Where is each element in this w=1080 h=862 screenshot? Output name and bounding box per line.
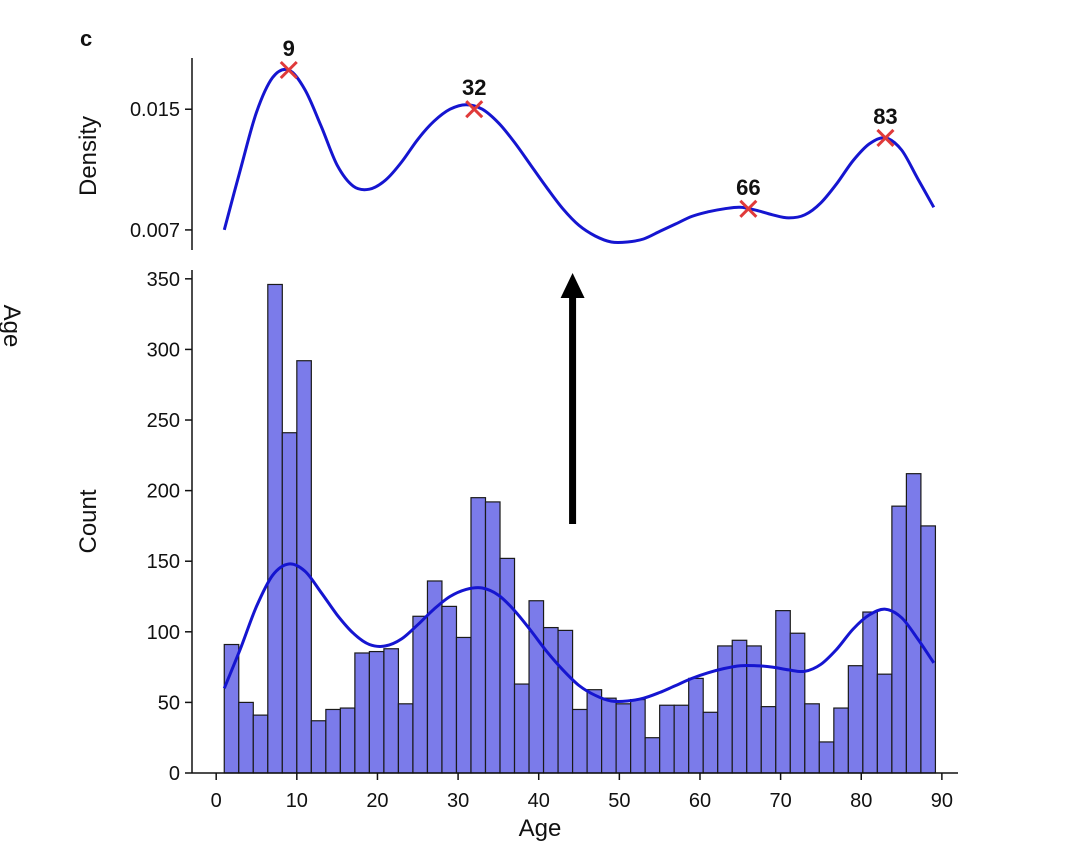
histogram-bar: [513, 683, 530, 774]
density-y-axis-title: Density: [75, 116, 102, 196]
peak-label: 83: [873, 104, 897, 129]
count-y-tick-label: 100: [147, 622, 180, 644]
histogram-bar: [470, 497, 487, 774]
histogram-bar: [717, 645, 733, 774]
peak-marker: [876, 128, 895, 147]
histogram-bar: [499, 557, 516, 774]
age-x-tick-label: 0: [211, 790, 222, 812]
histogram-bar: [876, 673, 893, 774]
histogram-bar: [644, 737, 661, 774]
histogram-bar: [223, 643, 240, 774]
age-x-tick-label: 10: [286, 790, 308, 812]
histogram-bar: [891, 505, 907, 774]
histogram-bar: [310, 720, 327, 774]
histogram-bar: [818, 741, 835, 774]
histogram-bar: [688, 677, 704, 774]
count-y-tick-label: 300: [147, 339, 180, 361]
peak-cross-stroke: [876, 128, 895, 147]
histogram-bar: [571, 708, 588, 774]
histogram-bar: [760, 706, 777, 774]
panel-letter: c: [80, 26, 92, 51]
histogram-bar: [804, 703, 820, 774]
histogram-bar: [702, 711, 719, 774]
age-x-tick-label: 60: [689, 790, 711, 812]
histogram-bar: [354, 652, 370, 774]
age-x-tick-label: 30: [447, 790, 469, 812]
peak-cross-stroke: [465, 100, 484, 119]
count-y-tick-label: 200: [147, 481, 180, 503]
count-y-tick-label: 250: [147, 410, 180, 432]
age-x-tick-label: 20: [366, 790, 388, 812]
cropped-axis-label: Age: [0, 305, 25, 348]
histogram-bar: [905, 473, 922, 774]
arrow-head: [560, 273, 585, 298]
peak-marker: [465, 100, 484, 119]
density-y-ticks: 0.007 0.015: [130, 99, 192, 242]
histogram-bar: [630, 698, 646, 774]
histogram-bar: [252, 714, 269, 774]
peak-label: 9: [283, 36, 295, 61]
histogram-bar: [455, 636, 472, 774]
histogram-bar: [557, 629, 574, 774]
count-y-tick-label: 350: [147, 269, 180, 291]
peak-cross-stroke: [739, 199, 758, 218]
histogram-bar: [267, 283, 283, 774]
density-y-tick-label: 0.015: [130, 99, 180, 121]
upward-arrow: [560, 273, 585, 524]
count-y-ticks: 0 50 100 150 200 250 300 350: [147, 269, 192, 785]
histogram-bar: [238, 701, 254, 774]
density-panel: 0.007 0.015 Density 9 32 66 83: [75, 36, 936, 250]
histogram-panel: 0 50 100 150 200 250 300 350 0 10 20 30 40 50 60 70 80 9…: [75, 269, 958, 842]
histogram-bar: [397, 703, 414, 774]
density-peaks: 9 32 66 83: [279, 36, 898, 218]
age-x-tick-label: 90: [931, 790, 953, 812]
count-y-tick-label: 0: [169, 763, 180, 785]
histogram-bar: [339, 707, 356, 774]
age-x-ticks: 0 10 20 30 40 50 60 70 80 90: [211, 773, 953, 812]
age-x-tick-label: 80: [850, 790, 872, 812]
age-x-tick-label: 40: [528, 790, 550, 812]
histogram-bar: [731, 639, 748, 774]
histogram-bar: [615, 703, 632, 774]
histogram-bar: [862, 611, 878, 774]
age-x-axis-title: Age: [519, 815, 562, 842]
histogram-bar: [368, 650, 385, 774]
histogram-bar: [586, 689, 603, 774]
histogram-bar: [528, 600, 545, 774]
histogram-bar: [833, 707, 849, 774]
peak-label: 66: [736, 175, 760, 200]
histogram-bar: [383, 648, 400, 774]
histogram-kde-curve: [222, 562, 936, 704]
peak-cross-stroke: [279, 60, 298, 80]
histogram-bar: [484, 501, 501, 774]
histogram-bar: [775, 610, 791, 774]
histogram-bar: [325, 708, 341, 774]
histogram-bar: [847, 665, 864, 774]
histogram-bar: [281, 432, 298, 774]
count-y-tick-label: 50: [158, 692, 180, 714]
age-x-tick-label: 50: [608, 790, 630, 812]
histogram-bar: [659, 704, 675, 774]
histogram-bar: [601, 697, 617, 774]
peak-marker: [279, 60, 298, 80]
density-y-tick-label: 0.007: [130, 220, 180, 242]
histogram-bar: [441, 605, 458, 774]
histogram-bar: [789, 632, 806, 774]
density-curve: [222, 67, 936, 245]
age-x-tick-label: 70: [769, 790, 791, 812]
histogram-bar: [673, 704, 690, 774]
peak-marker: [739, 199, 758, 218]
peak-label: 32: [462, 75, 486, 100]
histogram-bar: [412, 615, 429, 774]
count-y-tick-label: 150: [147, 551, 180, 573]
count-y-axis-title: Count: [75, 489, 102, 553]
histogram-bars: [223, 283, 937, 774]
histogram-bar: [920, 525, 937, 774]
